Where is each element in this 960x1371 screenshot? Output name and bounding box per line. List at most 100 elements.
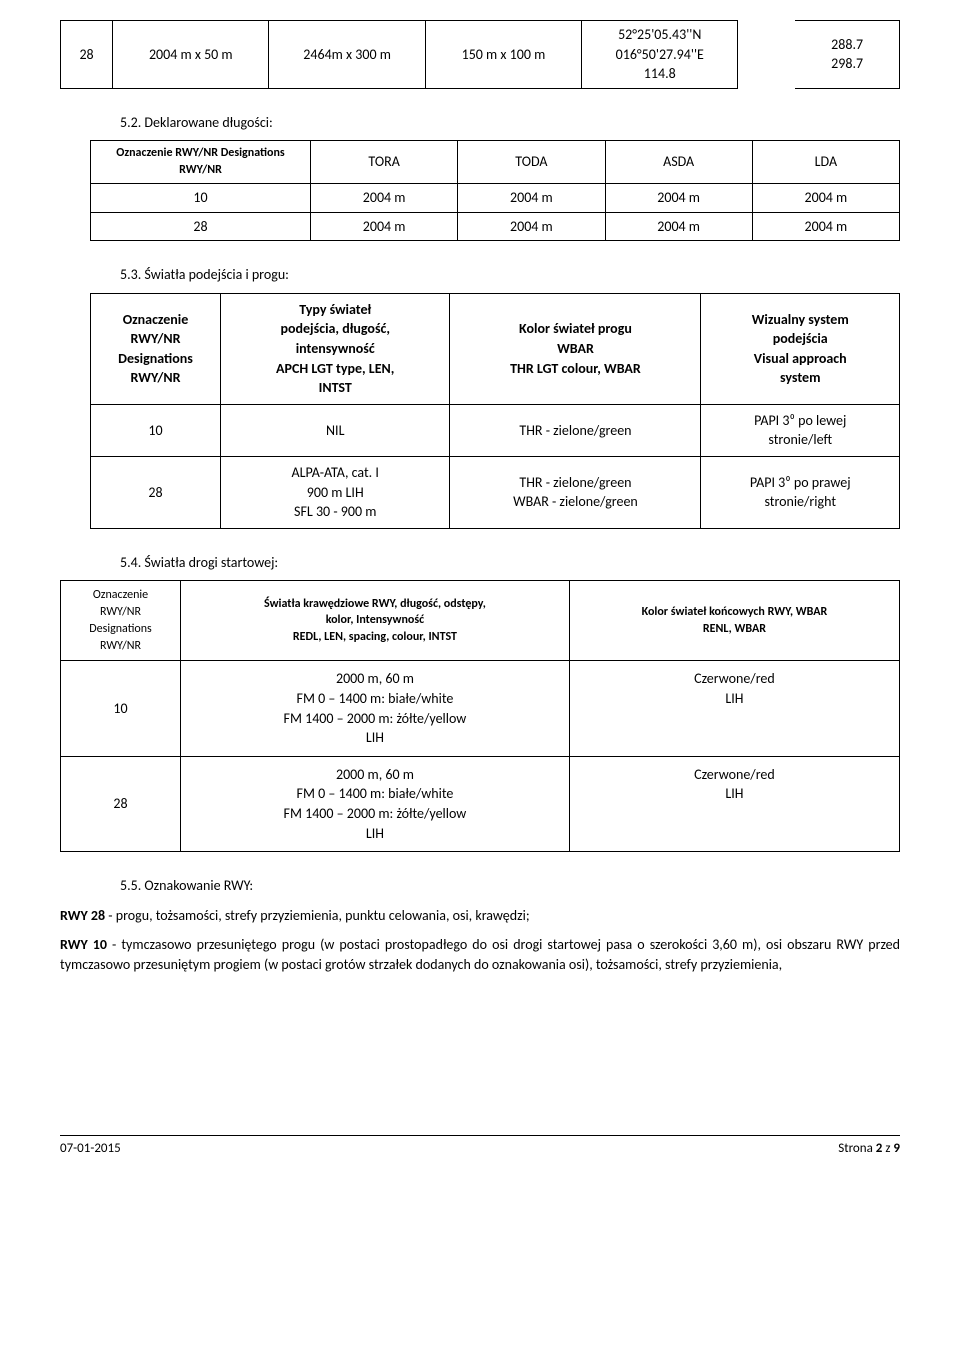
- txt: Designations: [97, 349, 214, 369]
- table-5-2: Oznaczenie RWY/NR Designations RWY/NR TO…: [90, 140, 900, 241]
- cell: 10: [91, 183, 311, 212]
- cell-renl-28: Czerwone/red LIH: [569, 756, 899, 851]
- txt: LIH: [580, 784, 889, 804]
- txt: APCH LGT type, LEN,: [227, 359, 443, 379]
- cell: 2004 m: [311, 183, 458, 212]
- th-tora: TORA: [311, 141, 458, 184]
- txt: podejścia, długość,: [227, 319, 443, 339]
- th-redl: Światła krawędziowe RWY, długość, odstęp…: [181, 581, 570, 661]
- th-desig: Oznaczenie RWY/NR Designations RWY/NR: [61, 581, 181, 661]
- rwy10-rest: - tymczasowo przesuniętego progu (w post…: [60, 936, 900, 973]
- txt: WBAR - zielone/green: [456, 492, 694, 512]
- cell-dim1: 2004 m x 50 m: [113, 21, 269, 89]
- section-5-4-title: 5.4. Światła drogi startowej:: [120, 553, 900, 573]
- txt: Czerwone/red: [580, 765, 889, 785]
- txt: podejścia: [707, 329, 893, 349]
- footer-divider: [60, 1135, 900, 1136]
- txt: intensywność: [227, 339, 443, 359]
- cell: 28: [91, 212, 311, 241]
- txt: kolor, Intensywność: [189, 612, 561, 629]
- cell-renl-10: Czerwone/red LIH: [569, 661, 899, 756]
- footer: 07-01-2015 Strona 2 z 9: [60, 1135, 900, 1158]
- table-row: 28 2004 m 2004 m 2004 m 2004 m: [91, 212, 900, 241]
- txt: Czerwone/red: [580, 669, 889, 689]
- coord-elev: 114.8: [588, 64, 731, 84]
- txt: LIH: [191, 728, 559, 748]
- cell-redl-28: 2000 m, 60 m FM 0 – 1400 m: białe/white …: [181, 756, 570, 851]
- cell-dim3: 150 m x 100 m: [425, 21, 581, 89]
- coord-n: 52°25'05.43''N: [588, 25, 731, 45]
- table-5-3: Oznaczenie RWY/NR Designations RWY/NR Ty…: [90, 293, 900, 529]
- table-row: 10 2004 m 2004 m 2004 m 2004 m: [91, 183, 900, 212]
- txt: PAPI 3⁰ po lewej: [707, 411, 893, 431]
- cell: 2004 m: [458, 183, 605, 212]
- th-visual: Wizualny system podejścia Visual approac…: [701, 293, 900, 404]
- txt: REDL, LEN, spacing, colour, INTST: [189, 629, 561, 646]
- txt: 900 m LIH: [227, 483, 443, 503]
- th-toda: TODA: [458, 141, 605, 184]
- txt: FM 0 – 1400 m: białe/white: [191, 784, 559, 804]
- cell-dim2: 2464m x 300 m: [269, 21, 425, 89]
- cell: 2004 m: [311, 212, 458, 241]
- cell-coords: 52°25'05.43''N 016°50'27.94''E 114.8: [582, 21, 738, 89]
- txt: RWY/NR: [97, 329, 214, 349]
- txt: PAPI 3⁰ po prawej: [707, 473, 893, 493]
- th-desig: Oznaczenie RWY/NR Designations RWY/NR: [91, 293, 221, 404]
- cell: 2004 m: [605, 183, 752, 212]
- cell-papi-l: PAPI 3⁰ po lewej stronie/left: [701, 404, 900, 456]
- txt: Kolor świateł progu: [456, 319, 694, 339]
- cell-bearings: 288.7 298.7: [795, 21, 899, 89]
- txt: Oznaczenie: [97, 310, 214, 330]
- cell-redl-10: 2000 m, 60 m FM 0 – 1400 m: białe/white …: [181, 661, 570, 756]
- section-5-3-title: 5.3. Światła podejścia i progu:: [120, 265, 900, 285]
- txt: LIH: [191, 824, 559, 844]
- cell-28: 28: [61, 756, 181, 851]
- table-row: 10 2000 m, 60 m FM 0 – 1400 m: białe/whi…: [61, 661, 900, 756]
- txt: 2000 m, 60 m: [191, 669, 559, 689]
- cell-empty: [738, 21, 795, 89]
- txt: 2000 m, 60 m: [191, 765, 559, 785]
- bearing-2: 298.7: [801, 54, 893, 74]
- rwy28-rest: - progu, tożsamości, strefy przyziemieni…: [105, 907, 530, 924]
- footer-date: 07-01-2015: [60, 1140, 121, 1158]
- cell-nil: NIL: [221, 404, 450, 456]
- cell: 2004 m: [752, 212, 899, 241]
- txt: z: [882, 1141, 893, 1156]
- txt: Oznaczenie: [69, 587, 172, 604]
- txt: FM 1400 – 2000 m: żółte/yellow: [191, 804, 559, 824]
- txt: RWY/NR: [69, 604, 172, 621]
- cell-28: 28: [91, 456, 221, 528]
- txt: FM 0 – 1400 m: białe/white: [191, 689, 559, 709]
- para-rwy10: RWY 10 - tymczasowo przesuniętego progu …: [60, 935, 900, 974]
- cell-alpa: ALPA-ATA, cat. I 900 m LIH SFL 30 - 900 …: [221, 456, 450, 528]
- rwy28-prefix: RWY 28: [60, 907, 105, 924]
- th-asda: ASDA: [605, 141, 752, 184]
- txt: RENL, WBAR: [578, 621, 891, 638]
- footer-page: Strona 2 z 9: [838, 1140, 900, 1158]
- txt: system: [707, 368, 893, 388]
- table-5-4: Oznaczenie RWY/NR Designations RWY/NR Św…: [60, 580, 900, 852]
- section-5-5-title: 5.5. Oznakowanie RWY:: [120, 876, 900, 896]
- txt: Strona: [838, 1141, 876, 1156]
- cell: 2004 m: [458, 212, 605, 241]
- cell: 2004 m: [605, 212, 752, 241]
- bearing-1: 288.7: [801, 35, 893, 55]
- txt: THR LGT colour, WBAR: [456, 359, 694, 379]
- txt: RWY/NR: [97, 368, 214, 388]
- txt: ALPA-ATA, cat. I: [227, 463, 443, 483]
- page-total: 9: [893, 1141, 900, 1156]
- rwy10-prefix: RWY 10: [60, 936, 107, 953]
- txt: WBAR: [456, 339, 694, 359]
- para-rwy28: RWY 28 - progu, tożsamości, strefy przyz…: [60, 906, 900, 926]
- txt: stronie/right: [707, 492, 893, 512]
- txt: FM 1400 – 2000 m: żółte/yellow: [191, 709, 559, 729]
- txt: Światła krawędziowe RWY, długość, odstęp…: [189, 596, 561, 613]
- top-table: 28 2004 m x 50 m 2464m x 300 m 150 m x 1…: [60, 20, 900, 89]
- txt: Typy świateł: [227, 300, 443, 320]
- cell-rwy: 28: [61, 21, 113, 89]
- cell-10: 10: [91, 404, 221, 456]
- section-5-2-title: 5.2. Deklarowane długości:: [120, 113, 900, 133]
- cell-10: 10: [61, 661, 181, 756]
- txt: Wizualny system: [707, 310, 893, 330]
- th-lda: LDA: [752, 141, 899, 184]
